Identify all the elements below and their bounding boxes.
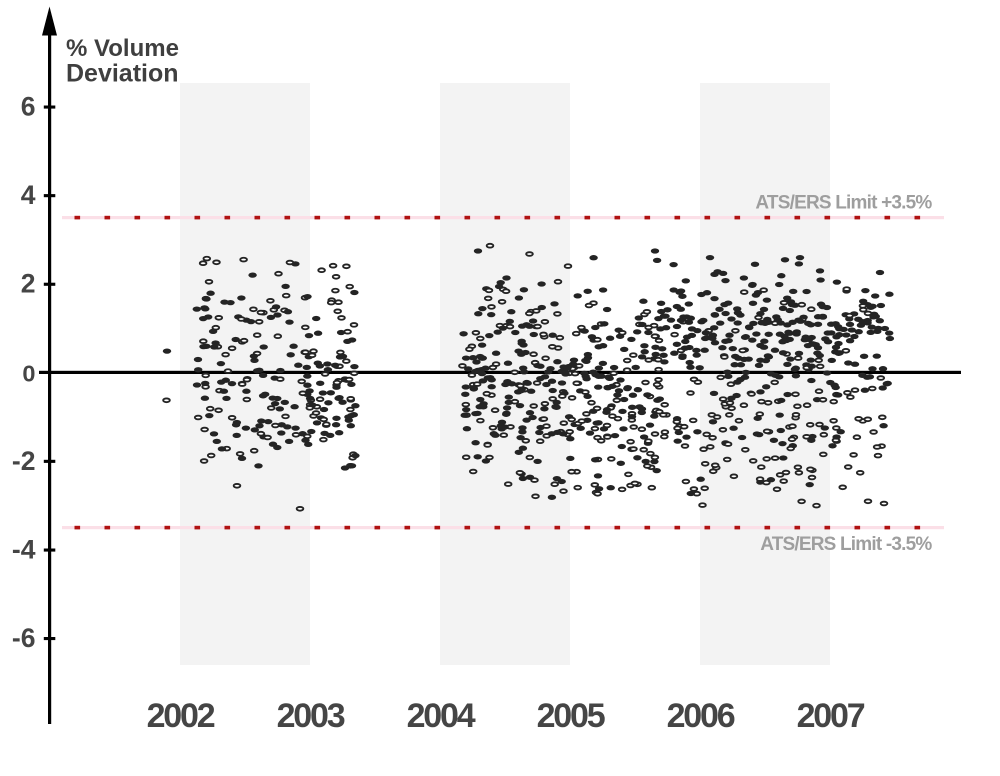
svg-text:2004: 2004 [407, 697, 476, 735]
svg-text:2003: 2003 [277, 697, 345, 735]
svg-text:2006: 2006 [667, 697, 735, 735]
svg-text:2007: 2007 [797, 697, 865, 735]
svg-text:-4: -4 [12, 535, 36, 565]
svg-text:-6: -6 [12, 623, 36, 653]
svg-text:ATS/ERS Limit -3.5%: ATS/ERS Limit -3.5% [760, 534, 932, 555]
svg-text:-2: -2 [12, 446, 36, 476]
svg-text:ATS/ERS Limit +3.5%: ATS/ERS Limit +3.5% [755, 193, 932, 214]
svg-text:6: 6 [21, 92, 36, 122]
svg-text:2005: 2005 [537, 697, 605, 735]
svg-text:% Volume: % Volume [66, 35, 179, 62]
svg-text:2002: 2002 [147, 697, 215, 735]
svg-text:Deviation: Deviation [66, 60, 179, 88]
svg-text:4: 4 [21, 180, 36, 210]
svg-text:2: 2 [21, 269, 36, 299]
svg-text:0: 0 [22, 360, 35, 386]
